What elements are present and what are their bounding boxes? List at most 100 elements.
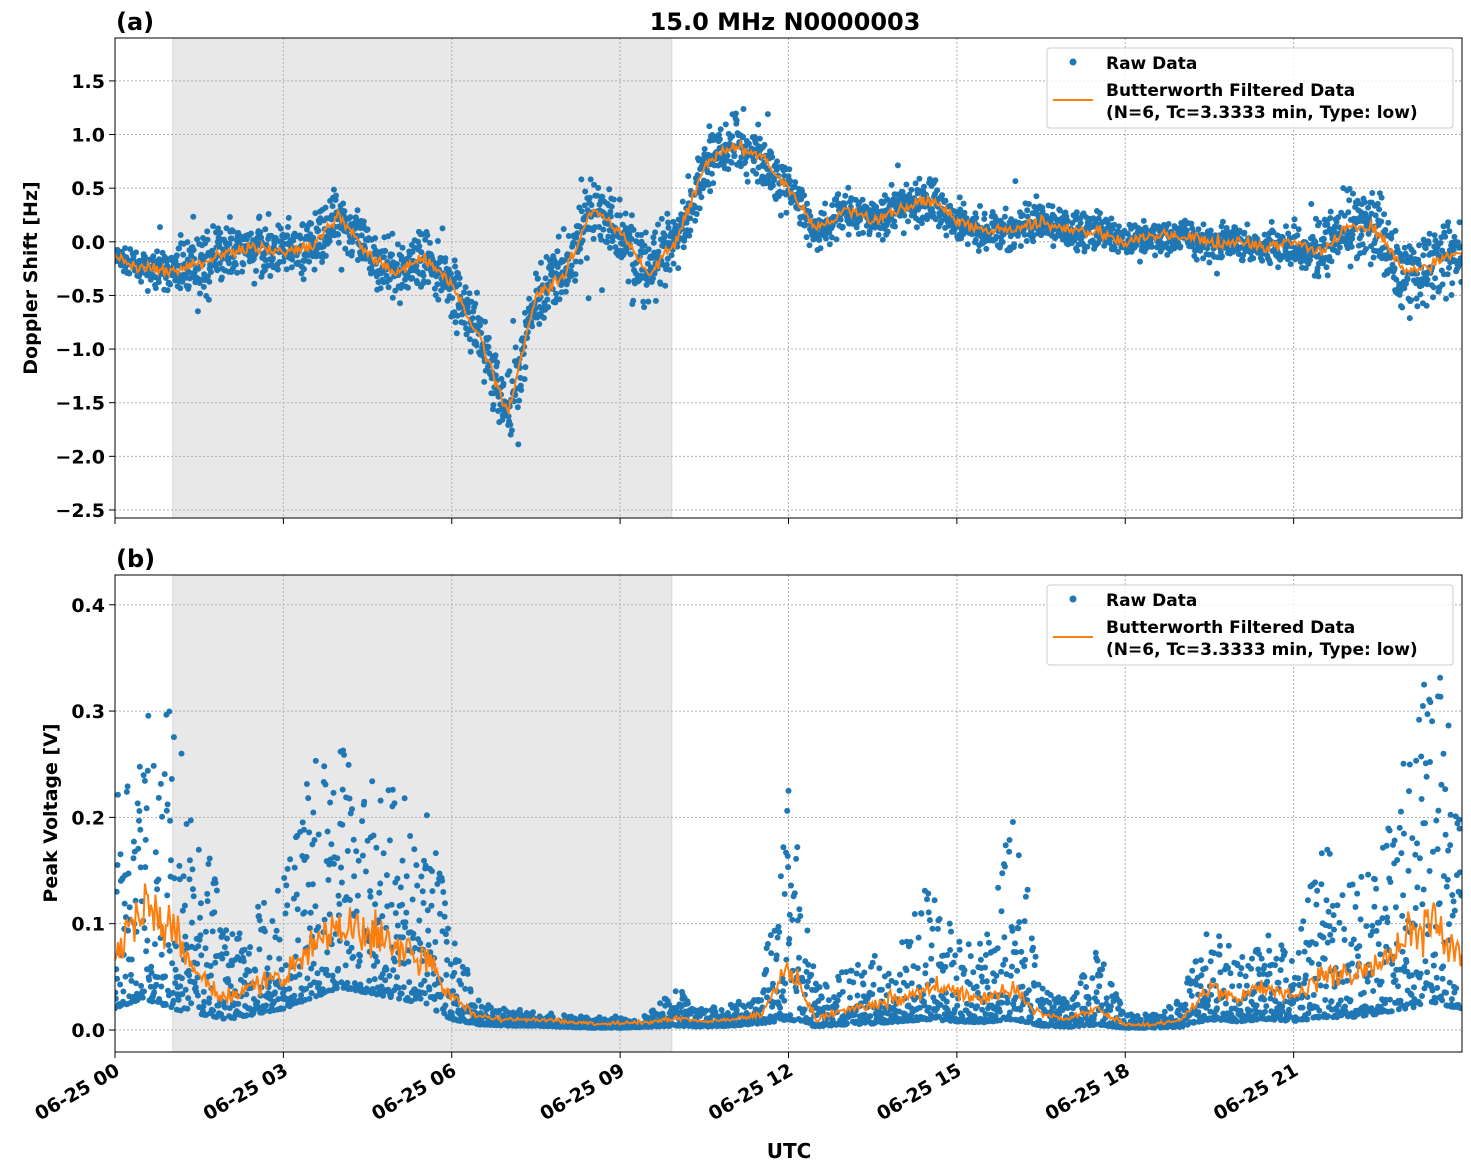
raw-data-point [285,224,291,230]
raw-data-point [281,875,287,881]
raw-data-point [389,231,395,237]
raw-data-point [1385,220,1391,226]
raw-data-point [286,986,292,992]
raw-data-point [284,266,290,272]
raw-data-point [793,856,799,862]
raw-data-point [133,249,139,255]
raw-data-point [976,248,982,254]
raw-data-point [572,278,578,284]
raw-data-point [240,261,246,267]
raw-data-point [252,968,258,974]
raw-data-point [901,230,907,236]
raw-data-point [204,228,210,234]
raw-data-point [275,888,281,894]
raw-data-point [159,952,165,958]
raw-data-point [769,154,775,160]
raw-data-point [135,800,141,806]
raw-data-point [356,858,362,864]
raw-data-point [860,230,866,236]
raw-data-point [1349,244,1355,250]
raw-data-point [1328,209,1334,215]
raw-data-point [179,751,185,757]
raw-data-point [324,949,330,955]
raw-data-point [584,255,590,261]
raw-data-point [382,248,388,254]
raw-data-point [418,874,424,880]
raw-data-point [433,850,439,856]
raw-data-point [351,873,357,879]
raw-data-point [821,211,827,217]
raw-data-point [138,983,144,989]
raw-data-point [515,441,521,447]
raw-data-point [617,212,623,218]
raw-data-point [456,281,462,287]
raw-data-point [349,945,355,951]
raw-data-point [165,801,171,807]
raw-data-point [1414,303,1420,309]
raw-data-point [223,927,229,933]
raw-data-point [582,189,588,195]
raw-data-point [331,790,337,796]
raw-data-point [387,973,393,979]
raw-data-point [765,941,771,947]
raw-data-point [482,319,488,325]
raw-data-point [394,974,400,980]
raw-data-point [410,897,416,903]
raw-data-point [1024,238,1030,244]
raw-data-point [932,177,938,183]
raw-data-point [465,971,471,977]
raw-data-point [142,778,148,784]
raw-data-point [381,850,387,856]
raw-data-point [169,960,175,966]
raw-data-point [188,817,194,823]
raw-data-point [775,935,781,941]
raw-data-point [698,194,704,200]
raw-data-point [405,959,411,965]
raw-data-point [319,259,325,265]
raw-data-point [1275,264,1281,270]
raw-data-point [311,961,317,967]
raw-data-point [595,185,601,191]
raw-data-point [1369,190,1375,196]
raw-data-point [346,762,352,768]
raw-data-point [787,178,793,184]
raw-data-point [763,967,769,973]
raw-data-point [1196,226,1202,232]
raw-data-point [797,913,803,919]
raw-data-point [1363,246,1369,252]
raw-data-point [1259,258,1265,264]
raw-data-point [1214,271,1220,277]
raw-data-point [1446,228,1452,234]
raw-data-point [207,856,213,862]
raw-data-point [561,226,567,232]
raw-data-point [1141,218,1147,224]
raw-data-point [335,966,341,972]
raw-data-point [794,988,800,994]
raw-data-point [277,937,283,943]
raw-data-point [939,192,945,198]
raw-data-point [723,121,729,127]
raw-data-point [1376,206,1382,212]
raw-data-point [211,909,217,915]
raw-data-point [144,938,150,944]
raw-data-point [275,267,281,273]
raw-data-point [176,997,182,1003]
raw-data-point [1449,292,1455,298]
raw-data-point [374,959,380,965]
raw-data-point [765,111,771,117]
raw-data-point [1381,211,1387,217]
raw-data-point [476,998,482,1004]
raw-data-point [472,1004,478,1010]
raw-data-point [151,989,157,995]
raw-data-point [854,224,860,230]
raw-data-point [743,171,749,177]
raw-data-point [394,261,400,267]
raw-data-point [169,776,175,782]
y-tick-label: 1.5 [71,71,105,93]
raw-data-point [579,208,585,214]
raw-data-point [1049,203,1055,209]
raw-data-point [208,269,214,275]
raw-data-point [224,936,230,942]
raw-data-point [506,368,512,374]
raw-data-point [623,211,629,217]
